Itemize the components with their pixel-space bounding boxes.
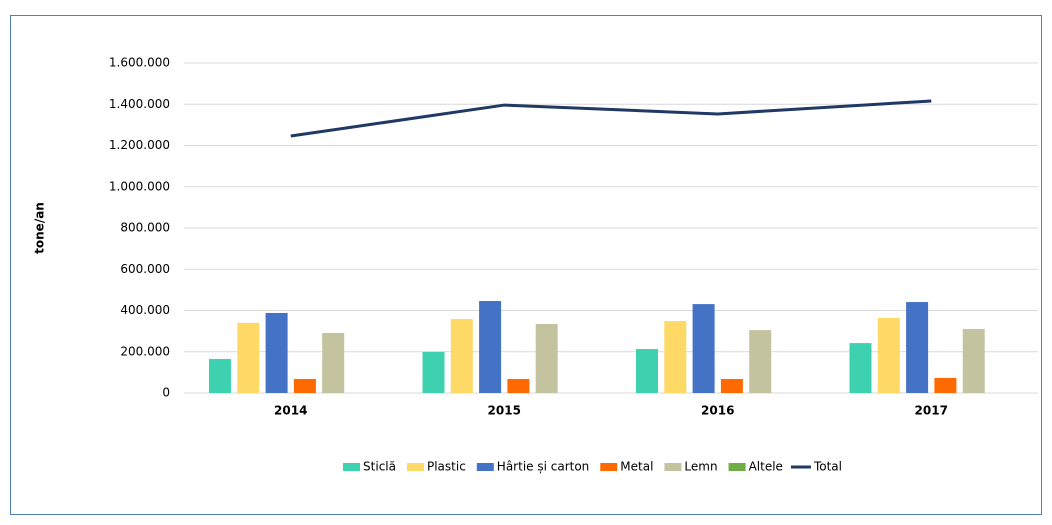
y-tick-label: 800.000 [120, 221, 170, 235]
legend-label: Hârtie și carton [497, 460, 589, 474]
y-tick-label: 1.000.000 [109, 179, 170, 193]
y-tick-label: 1.600.000 [109, 56, 170, 70]
bar [849, 343, 872, 393]
y-tick-label: 0 [162, 386, 170, 400]
bar [692, 304, 715, 393]
bar [535, 323, 558, 393]
bar [877, 317, 900, 393]
legend-swatch [476, 463, 494, 471]
bar [322, 332, 345, 393]
legend-label: Total [813, 460, 842, 474]
y-tick-label: 1.400.000 [109, 97, 170, 111]
bar [934, 377, 957, 393]
bar [507, 378, 530, 393]
y-tick-label: 1.200.000 [109, 138, 170, 152]
bar [422, 351, 445, 393]
line-series [290, 99, 932, 138]
legend-label: Altele [749, 460, 783, 474]
y-axis-title: tone/an [33, 202, 47, 254]
legend-label: Metal [620, 460, 653, 474]
legend-swatch [728, 463, 746, 471]
bar [237, 322, 260, 393]
bar [749, 330, 772, 393]
legend-label: Sticlă [363, 460, 396, 474]
x-tick-label: 2017 [915, 404, 948, 418]
bar [906, 302, 929, 393]
legend-swatch [664, 463, 682, 471]
y-tick-label: 400.000 [120, 303, 170, 317]
x-tick-label: 2014 [274, 404, 307, 418]
y-tick-label: 600.000 [120, 262, 170, 276]
y-tick-label: 200.000 [120, 344, 170, 358]
legend-swatch [343, 463, 361, 471]
bar [209, 358, 231, 393]
bar [293, 378, 316, 393]
legend-swatch [406, 463, 424, 471]
legend-label: Lemn [684, 460, 717, 474]
bar [450, 318, 473, 393]
bar [265, 312, 288, 393]
bar [664, 321, 687, 393]
x-tick-label: 2015 [488, 404, 521, 418]
bar [479, 301, 502, 393]
bar [962, 329, 985, 393]
bar [636, 349, 658, 393]
x-tick-label: 2016 [701, 404, 734, 418]
legend-label: Plastic [427, 460, 466, 474]
bar [720, 378, 743, 393]
chart-border [10, 15, 1042, 515]
legend-swatch [600, 463, 618, 471]
